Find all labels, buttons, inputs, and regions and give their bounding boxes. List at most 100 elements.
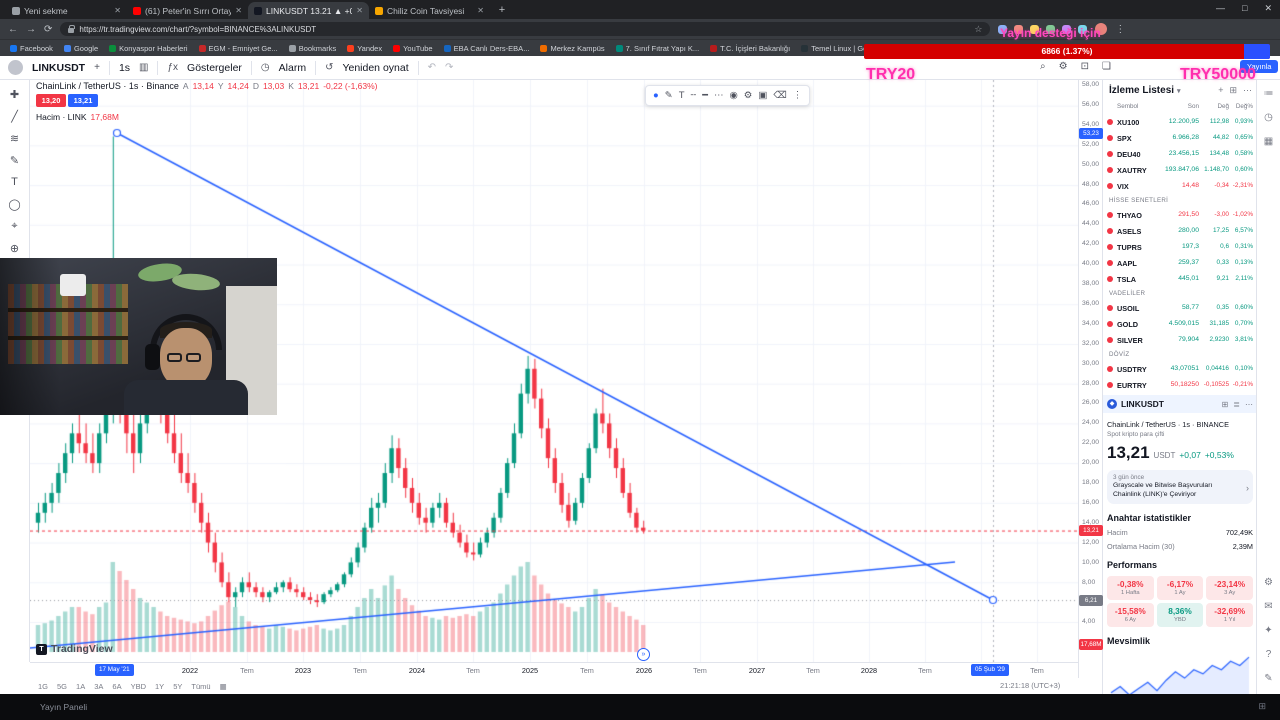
- range-button[interactable]: YBD: [130, 681, 147, 691]
- rail-publish-drawing-icon[interactable]: ✎: [1264, 673, 1273, 684]
- search-icon[interactable]: ⌕: [1040, 61, 1046, 72]
- extension-icon[interactable]: [1014, 24, 1024, 34]
- time-axis[interactable]: 2022 Tem 2023 Tem 2024 Tem 2025 Tem 2026 Tem 2027 T…: [30, 662, 1078, 678]
- interval-button[interactable]: 1s: [118, 61, 131, 74]
- zoom-tool-icon[interactable]: ⊕: [9, 243, 20, 255]
- tab-close-icon[interactable]: ✕: [356, 6, 363, 15]
- replay-button[interactable]: Yeniden oynat: [342, 61, 409, 74]
- line-width-icon[interactable]: ━: [702, 90, 708, 101]
- more-lines-icon[interactable]: ⋯: [714, 90, 724, 101]
- gear-icon[interactable]: ⚙: [1058, 61, 1068, 72]
- watchlist-row[interactable]: THYAO 291,50 -3,00 -1,02%: [1103, 207, 1257, 223]
- alert-button[interactable]: Alarm: [278, 61, 307, 74]
- url-text[interactable]: https://tr.tradingview.com/chart/?symbol…: [79, 24, 317, 34]
- sell-button[interactable]: 13,20: [36, 94, 66, 107]
- window-close-button[interactable]: ✕: [1264, 3, 1272, 13]
- chart-type-icon[interactable]: ▥: [139, 62, 149, 73]
- text-icon[interactable]: T: [678, 90, 685, 101]
- rail-calendar-icon[interactable]: ▦: [1263, 136, 1274, 147]
- clock[interactable]: 21:21:18 (UTC+3): [1000, 681, 1274, 690]
- bookmark-item[interactable]: EGM - Emniyet Ge...: [198, 44, 278, 53]
- bookmark-item[interactable]: 7. Sınıf Fıtrat Yapı K...: [615, 44, 699, 53]
- bookmark-item[interactable]: Konyaspor Haberleri: [109, 44, 188, 53]
- bookmark-item[interactable]: Yandex: [347, 44, 382, 53]
- expand-icon[interactable]: ⊞: [1221, 400, 1229, 409]
- redo-icon[interactable]: ↷: [445, 62, 454, 73]
- watchlist-row[interactable]: SILVER 79,904 2,9230 3,81%: [1103, 332, 1257, 348]
- publish-button[interactable]: Yayınla: [1240, 60, 1279, 73]
- fullscreen-icon[interactable]: ❏: [1101, 61, 1111, 72]
- text-tool-icon[interactable]: T: [11, 176, 18, 188]
- watchlist-row[interactable]: DEU40 23.456,15 134,48 0,58%: [1103, 146, 1257, 162]
- browser-tab[interactable]: (61) Peter'in Sırrı Ortaya Çıktı mı!✕: [127, 2, 248, 19]
- brush-tool-icon[interactable]: ✎: [9, 155, 20, 167]
- window-minimize-button[interactable]: —: [1216, 3, 1226, 13]
- settings-icon[interactable]: ⚙: [743, 90, 753, 101]
- window-maximize-button[interactable]: □: [1242, 3, 1248, 13]
- rail-ideas-icon[interactable]: ✦: [1264, 625, 1273, 636]
- rail-chat-icon[interactable]: ✉: [1264, 601, 1273, 612]
- bookmark-item[interactable]: Google: [63, 44, 98, 53]
- symbol-description[interactable]: ChainLink / TetherUS · 1s · Binance: [36, 81, 179, 91]
- news-item[interactable]: 3 gün önce Grayscale ve Bitwise Başvurul…: [1107, 470, 1253, 504]
- bookmark-item[interactable]: EBA Canlı Ders-EBA...: [443, 44, 529, 53]
- color-icon[interactable]: ●: [653, 90, 659, 101]
- watchlist-row[interactable]: SPX 6.966,28 44,82 0,65%: [1103, 130, 1257, 146]
- watchlist-menu-icon[interactable]: ⋯: [1243, 85, 1252, 95]
- watchlist-row[interactable]: VIX 14,48 -0,34 -2,31%: [1103, 178, 1257, 194]
- rail-watchlist-icon[interactable]: ≔: [1263, 88, 1274, 99]
- extension-icon[interactable]: [1078, 24, 1088, 34]
- watchlist-row[interactable]: XAUTRY 193.847,06 1.148,70 0,60%: [1103, 162, 1257, 178]
- detail-symbol-title[interactable]: ChainLink / TetherUS · 1s · BINANCE: [1107, 420, 1229, 429]
- pencil-icon[interactable]: ✎: [664, 90, 673, 101]
- watchlist-row[interactable]: USOIL 58,77 0,35 0,60%: [1103, 300, 1257, 316]
- buy-button[interactable]: 13,21: [68, 94, 98, 107]
- calendar-icon[interactable]: ▦: [219, 681, 227, 691]
- shapes-tool-icon[interactable]: ◯: [8, 199, 21, 211]
- bookmark-item[interactable]: Temel Linux | Gelec...: [801, 44, 883, 53]
- tab-close-icon[interactable]: ✕: [235, 6, 242, 15]
- range-button[interactable]: 1A: [76, 681, 86, 691]
- watchlist-row[interactable]: AAPL 259,37 0,33 0,13%: [1103, 255, 1257, 271]
- range-button[interactable]: 5G: [57, 681, 68, 691]
- browser-tab[interactable]: Chiliz Coin Tavsiyesi ✕: [369, 2, 490, 19]
- new-tab-button[interactable]: +: [498, 4, 506, 16]
- rail-help-icon[interactable]: ?: [1265, 649, 1272, 660]
- watchlist-title[interactable]: İzleme Listesi ▾: [1109, 85, 1181, 96]
- watchlist-row[interactable]: USDTRY 43,07051 0,04416 0,10%: [1103, 361, 1257, 377]
- watchlist-row[interactable]: ASELS 280,00 17,25 6,57%: [1103, 223, 1257, 239]
- rail-alerts-icon[interactable]: ◷: [1264, 112, 1273, 123]
- watchlist-active-row[interactable]: ◆ LINKUSDT ⊞ ≣ ⋯: [1103, 395, 1257, 413]
- go-to-realtime-button[interactable]: »: [637, 648, 650, 661]
- snapshot-icon[interactable]: ⊡: [1080, 61, 1089, 72]
- browser-menu-icon[interactable]: ⋮: [1115, 23, 1126, 35]
- tradingview-logo[interactable]: T TradingView: [36, 643, 113, 655]
- bookmark-item[interactable]: Merkez Kampüs: [540, 44, 605, 53]
- range-button[interactable]: 5Y: [173, 681, 183, 691]
- browser-tab[interactable]: Yeni sekme ✕: [6, 2, 127, 19]
- bookmark-star-icon[interactable]: ☆: [974, 23, 983, 34]
- watchlist-row[interactable]: TSLA 445,01 9,21 2,11%: [1103, 271, 1257, 287]
- address-bar[interactable]: https://tr.tradingview.com/chart/?symbol…: [60, 22, 991, 36]
- menu-icon[interactable]: ⋯: [1245, 400, 1253, 409]
- extension-icon[interactable]: [998, 24, 1008, 34]
- range-button[interactable]: 6A: [112, 681, 122, 691]
- bookmark-item[interactable]: Bookmarks: [288, 44, 336, 53]
- extension-icon[interactable]: [1030, 24, 1040, 34]
- bookmark-item[interactable]: YouTube: [393, 44, 433, 53]
- profile-avatar[interactable]: [1095, 23, 1108, 35]
- watchlist-row[interactable]: EURTRY 50,18250 -0,10525 -0,21%: [1103, 377, 1257, 393]
- range-button[interactable]: 1G: [38, 681, 49, 691]
- extension-icon[interactable]: [1062, 24, 1072, 34]
- trend-line-tool-icon[interactable]: ╱: [11, 111, 18, 123]
- bookmark-item[interactable]: Facebook: [10, 44, 53, 53]
- tab-close-icon[interactable]: ✕: [477, 6, 484, 15]
- cursor-tool-icon[interactable]: ✚: [9, 89, 20, 101]
- range-button[interactable]: 3A: [94, 681, 104, 691]
- visibility-icon[interactable]: ◉: [729, 90, 738, 101]
- delete-icon[interactable]: ⌫: [773, 90, 787, 101]
- menu-icon[interactable]: ⋮: [792, 90, 803, 101]
- watchlist-add-symbol-icon[interactable]: +: [1218, 85, 1224, 95]
- range-button[interactable]: 1Y: [155, 681, 165, 691]
- indicators-button[interactable]: Göstergeler: [187, 61, 242, 74]
